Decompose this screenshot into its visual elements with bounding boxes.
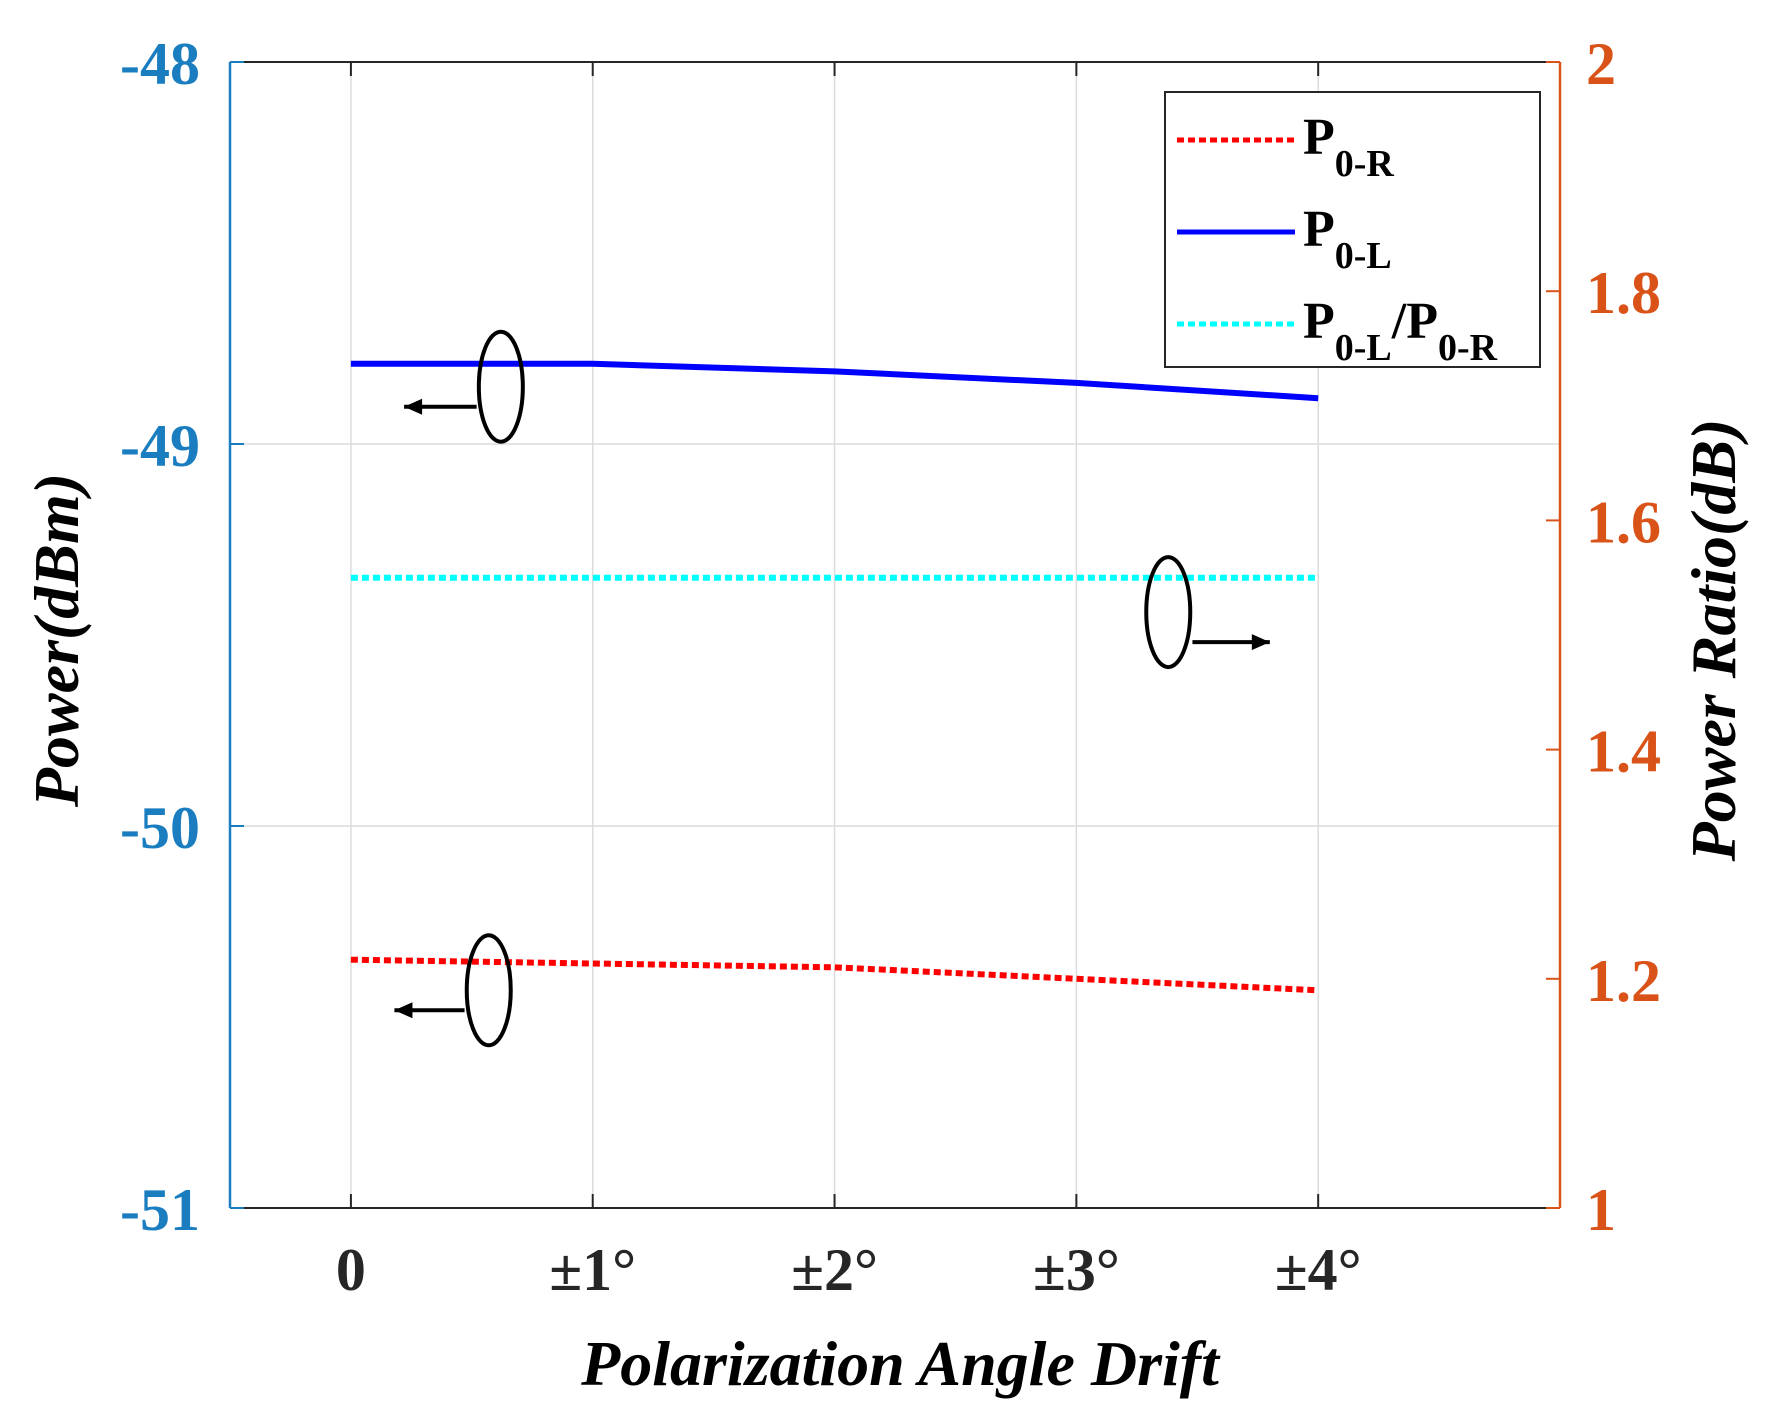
axis-indicator-ellipse	[1144, 555, 1193, 670]
series-line-p0l	[350, 360, 1319, 402]
right-y-tick-label: 1.4	[1586, 719, 1661, 785]
legend: P0-R P0-L P0-L/P0-R	[1164, 91, 1541, 369]
series-line-p0r	[350, 956, 1319, 994]
axis-indicator-ellipse	[464, 933, 513, 1048]
axis-indicator-arrowhead	[404, 398, 423, 415]
x-axis-label: Polarization Angle Drift	[580, 1328, 1221, 1399]
left-y-tick-label: -48	[120, 31, 200, 97]
legend-label-p0r: P0-R	[1303, 109, 1394, 185]
right-y-tick-label: 1.2	[1586, 948, 1661, 1014]
left-y-tick-label: -50	[120, 795, 200, 861]
annotation-layer	[394, 329, 1270, 1048]
right-y-axis-label: Power Ratio(dB)	[1678, 419, 1749, 863]
x-tick-label: ±4°	[1275, 1237, 1362, 1303]
right-y-tick-label: 2	[1586, 31, 1616, 97]
legend-label-ratio: P0-L/P0-R	[1303, 293, 1498, 369]
axis-indicator-arrowhead	[1251, 634, 1270, 651]
axes-layer: 0 ±1° ±2° ±3° ±4° -51 -50 -49 -48 1 1.2 1.4 1.6 1.8 2	[120, 31, 1661, 1303]
left-y-tick-label: -51	[120, 1177, 200, 1243]
right-y-tick-label: 1.6	[1586, 489, 1661, 555]
x-tick-label: ±2°	[791, 1237, 878, 1303]
axis-indicator-arrowhead	[394, 1002, 413, 1019]
left-y-tick-label: -49	[120, 413, 200, 479]
right-y-tick-label: 1	[1586, 1177, 1616, 1243]
x-tick-label: ±1°	[549, 1237, 636, 1303]
axis-indicator-ellipse	[476, 329, 525, 444]
legend-label-p0l: P0-L	[1303, 201, 1392, 277]
series-layer	[350, 360, 1319, 994]
right-y-tick-label: 1.8	[1586, 260, 1661, 326]
x-tick-label: 0	[336, 1237, 366, 1303]
x-tick-label: ±3°	[1033, 1237, 1120, 1303]
left-y-axis-label: Power(dBm)	[21, 473, 92, 808]
